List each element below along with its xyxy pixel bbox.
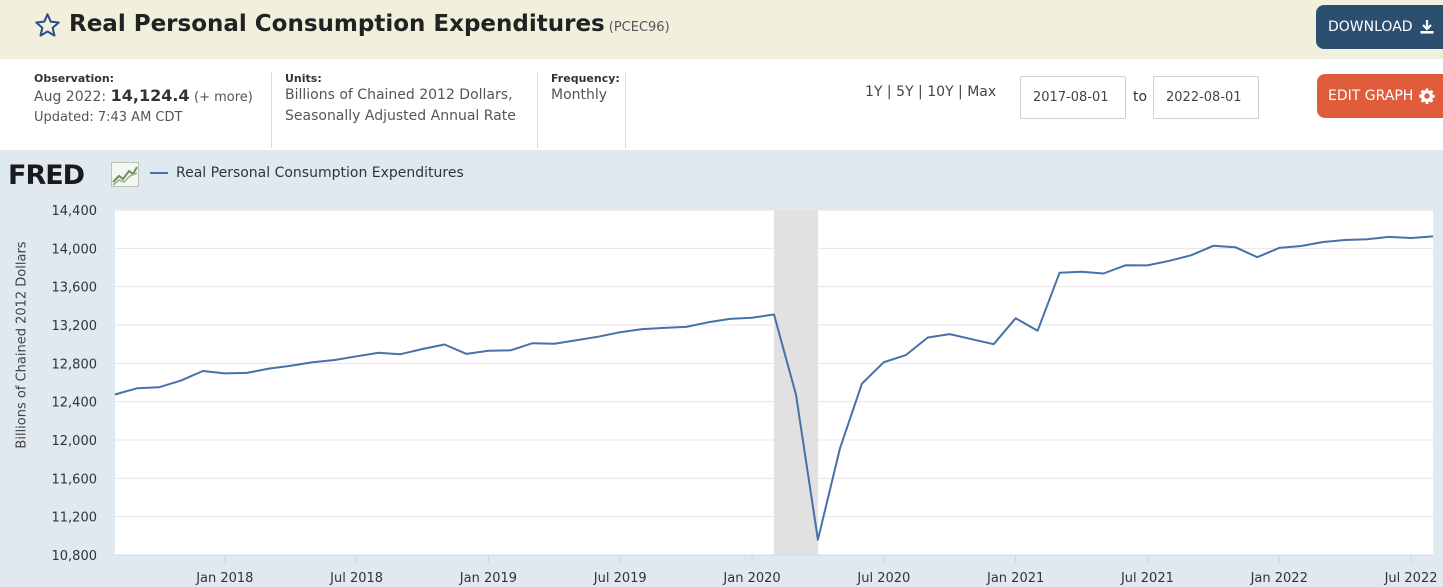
range-10y-link[interactable]: 10Y xyxy=(927,84,954,100)
units-label: Units: xyxy=(285,72,322,85)
x-tick-label: Jan 2020 xyxy=(722,571,780,586)
range-max-link[interactable]: Max xyxy=(967,84,997,100)
download-label: DOWNLOAD xyxy=(1328,19,1413,35)
units-line-1: Billions of Chained 2012 Dollars, xyxy=(285,87,513,103)
updated-text: Updated: 7:43 AM CDT xyxy=(34,110,183,125)
y-tick-label: 10,800 xyxy=(52,549,98,564)
observation-block: Observation: Aug 2022: 14,124.4 (+ more)… xyxy=(34,72,253,125)
units-block: Units: Billions of Chained 2012 Dollars,… xyxy=(285,72,516,127)
y-tick-label: 12,400 xyxy=(52,396,98,411)
page-title: Real Personal Consumption Expenditures (P… xyxy=(69,11,670,37)
download-icon xyxy=(1420,20,1434,34)
edit-graph-label: EDIT GRAPH xyxy=(1328,88,1414,104)
range-separator: | xyxy=(958,84,963,100)
x-tick-label: Jul 2022 xyxy=(1384,571,1438,586)
y-tick-label: 11,600 xyxy=(52,472,98,487)
frequency-value: Monthly xyxy=(551,87,608,103)
y-tick-label: 13,200 xyxy=(52,319,98,334)
series-id: (PCEC96) xyxy=(608,20,670,35)
date-to-input[interactable] xyxy=(1153,76,1259,119)
x-tick-label: Jul 2019 xyxy=(593,571,647,586)
legend-label: Real Personal Consumption Expenditures xyxy=(176,165,464,181)
observation-value-line: Aug 2022: 14,124.4 (+ more) xyxy=(34,85,253,108)
x-tick-label: Jul 2018 xyxy=(329,571,383,586)
range-separator: | xyxy=(886,84,892,100)
legend-swatch xyxy=(150,172,168,174)
observation-date: Aug 2022: xyxy=(34,89,107,105)
y-tick-label: 14,000 xyxy=(52,242,98,257)
fred-logo: FRED xyxy=(8,160,85,191)
frequency-block: Frequency: Monthly xyxy=(551,72,620,106)
to-label: to xyxy=(1133,89,1148,105)
x-tick-label: Jan 2022 xyxy=(1250,571,1308,586)
frequency-label: Frequency: xyxy=(551,72,620,85)
y-tick-label: 12,800 xyxy=(52,357,98,372)
recession-shading xyxy=(774,210,818,555)
gear-icon xyxy=(1419,88,1436,104)
series-line xyxy=(114,235,1434,541)
download-button[interactable]: DOWNLOAD xyxy=(1316,5,1443,49)
y-tick-label: 11,200 xyxy=(52,511,98,526)
chart-area: FRED Real Personal Consumption Expenditu… xyxy=(0,150,1443,587)
range-separator: | xyxy=(918,84,923,100)
x-tick-label: Jan 2019 xyxy=(459,571,517,586)
edit-graph-button[interactable]: EDIT GRAPH xyxy=(1317,74,1443,118)
fred-chart-icon xyxy=(111,162,139,187)
chart-legend: Real Personal Consumption Expenditures xyxy=(150,165,464,181)
line-chart: 10,800 11,200 11,600 12,000 12,400 12,800 13,2… xyxy=(52,204,1438,586)
divider xyxy=(537,72,538,148)
date-from-input[interactable] xyxy=(1020,76,1126,119)
divider xyxy=(625,72,626,148)
x-tick-label: Jan 2018 xyxy=(195,571,253,586)
y-tick-label: 14,400 xyxy=(52,204,98,219)
star-icon[interactable] xyxy=(34,12,61,39)
observation-value: 14,124.4 xyxy=(110,86,190,105)
x-tick-label: Jul 2020 xyxy=(856,571,910,586)
range-5y-link[interactable]: 5Y xyxy=(896,84,914,100)
series-title: Real Personal Consumption Expenditures xyxy=(69,11,605,37)
title-bar: Real Personal Consumption Expenditures (P… xyxy=(0,0,1443,59)
range-links: 1Y | 5Y | 10Y | Max xyxy=(865,84,996,100)
observation-label: Observation: xyxy=(34,72,115,85)
observation-more-link[interactable]: (+ more) xyxy=(194,90,253,105)
x-tick-label: Jan 2021 xyxy=(986,571,1044,586)
range-1y-link[interactable]: 1Y xyxy=(865,84,883,100)
units-line-2: Seasonally Adjusted Annual Rate xyxy=(285,108,516,124)
y-tick-label: 12,000 xyxy=(52,434,98,449)
y-tick-label: 13,600 xyxy=(52,281,98,296)
divider xyxy=(271,72,272,148)
x-tick-label: Jul 2021 xyxy=(1120,571,1174,586)
